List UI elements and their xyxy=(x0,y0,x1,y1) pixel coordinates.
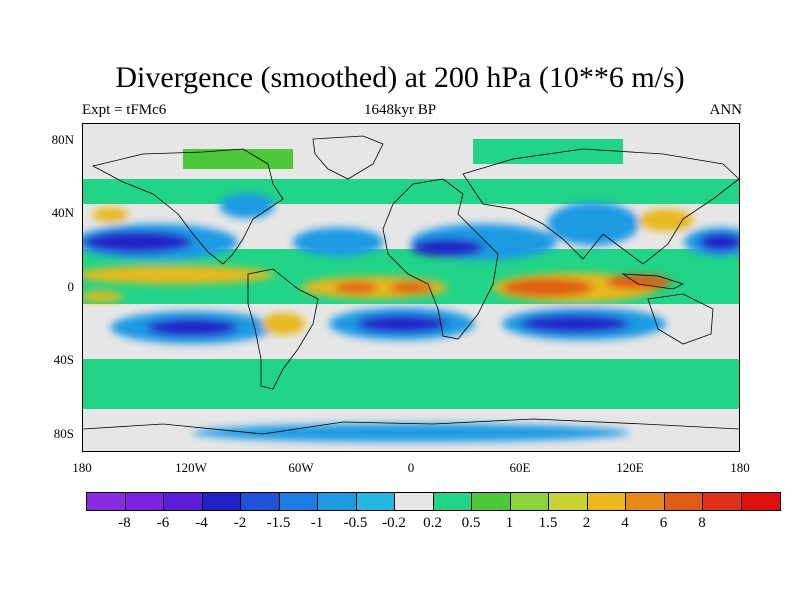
lon-label-180e: 180 xyxy=(730,460,750,475)
colorbar-swatch xyxy=(626,493,665,510)
colorbar-swatch xyxy=(587,493,626,510)
colorbar-label: 1.5 xyxy=(538,515,558,531)
colorbar-swatch xyxy=(318,493,357,510)
colorbar-label: -8 xyxy=(118,515,131,531)
convergence-region xyxy=(547,202,639,246)
divergence-region xyxy=(92,207,129,223)
divergence-region xyxy=(83,265,275,284)
lon-label-180w: 180 xyxy=(72,460,92,475)
colorbar-swatch xyxy=(125,493,164,510)
colorbar xyxy=(86,492,781,511)
colorbar-swatch xyxy=(241,493,280,510)
colorbar-label: -0.5 xyxy=(343,515,368,531)
lon-label-120e: 120E xyxy=(616,460,644,475)
coastlines xyxy=(83,135,739,435)
colorbar-label: 1 xyxy=(505,515,514,531)
colorbar-label: -2 xyxy=(233,515,247,531)
colorbar-label: -0.2 xyxy=(382,515,406,531)
convergence-region xyxy=(411,238,484,257)
convergence-region xyxy=(292,227,384,257)
colorbar-swatch xyxy=(164,493,203,510)
colorbar-label: 0.5 xyxy=(461,515,481,531)
colorbar-swatch xyxy=(472,493,511,510)
convergence-region xyxy=(219,193,275,219)
colorbar-swatch xyxy=(279,493,318,510)
divergence-region xyxy=(502,278,594,297)
convergence-region xyxy=(146,318,238,337)
colorbar-swatch xyxy=(741,493,780,510)
colorbar-label: -1 xyxy=(310,515,324,531)
lat-label-80s: 80S xyxy=(53,426,74,441)
divergence-map xyxy=(82,123,740,452)
time-label: 1648kyr BP xyxy=(363,102,437,118)
lon-label-60w: 60W xyxy=(288,460,314,475)
colorbar-label: 0.2 xyxy=(423,515,442,531)
convergence-region xyxy=(356,314,448,333)
lat-label-eq: 0 xyxy=(67,279,75,294)
divergence-region xyxy=(605,274,672,290)
colorbar-label: -6 xyxy=(156,515,170,531)
colorbar-label: 4 xyxy=(621,515,629,531)
map-canvas xyxy=(83,124,739,451)
divergence-region xyxy=(638,209,694,232)
plot-title: Divergence (smoothed) at 200 hPa (10**6 … xyxy=(115,61,685,94)
lon-label-120w: 120W xyxy=(175,460,207,475)
colorbar-label: 6 xyxy=(659,515,668,531)
colorbar-label: 8 xyxy=(698,515,706,531)
colorbar-swatch xyxy=(703,493,742,510)
colorbar-swatch xyxy=(202,493,241,510)
lat-label-40s: 40S xyxy=(53,352,74,367)
convergence-region xyxy=(192,423,630,442)
lon-label-0: 0 xyxy=(407,460,415,475)
colorbar-swatch xyxy=(356,493,395,510)
field-contours xyxy=(83,193,739,442)
convergence-region xyxy=(698,233,739,252)
experiment-label: Expt = tFMc6 xyxy=(82,102,167,118)
colorbar-swatch xyxy=(87,493,126,510)
convergence-region xyxy=(520,314,630,333)
lat-label-80n: 80N xyxy=(51,132,74,147)
divergence-region xyxy=(83,291,124,303)
colorbar-swatch xyxy=(433,493,472,510)
season-label: ANN xyxy=(709,102,743,118)
colorbar-label: -4 xyxy=(195,515,208,531)
divergence-region xyxy=(389,282,433,293)
colorbar-swatch xyxy=(664,493,703,510)
colorbar-label: -1.5 xyxy=(266,515,291,531)
colorbar-swatch xyxy=(510,493,549,510)
lon-label-60e: 60E xyxy=(509,460,531,475)
lat-label-40n: 40N xyxy=(51,205,74,220)
colorbar-label: 2 xyxy=(582,515,591,531)
colorbar-swatch xyxy=(549,493,588,510)
divergence-region xyxy=(261,312,306,335)
divergence-region xyxy=(334,282,379,293)
colorbar-swatch xyxy=(395,493,434,510)
convergence-region xyxy=(83,231,193,253)
